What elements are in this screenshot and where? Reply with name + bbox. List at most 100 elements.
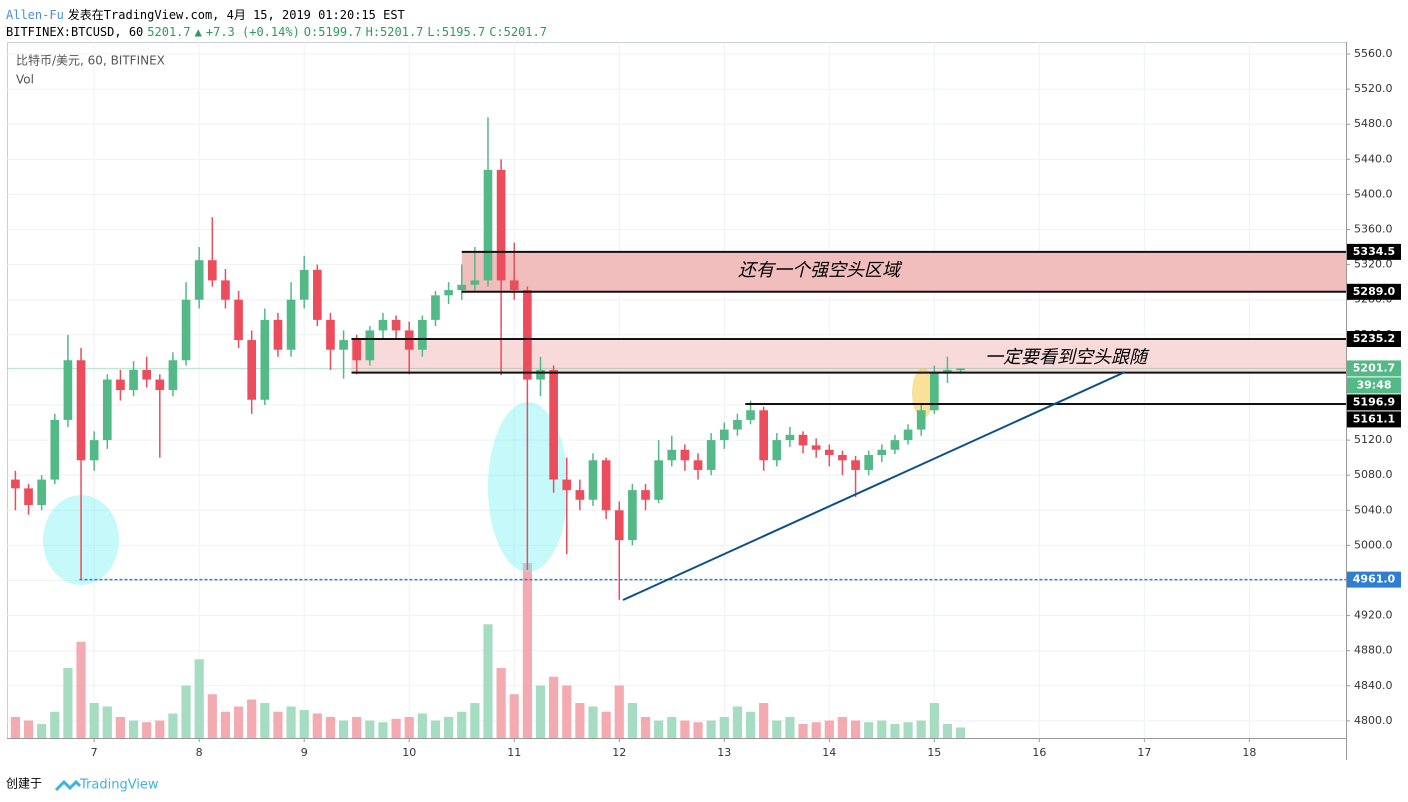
candle-body [614, 510, 624, 541]
volume-bar [562, 685, 572, 738]
volume-bar [378, 722, 388, 738]
level-label-box [1347, 243, 1401, 260]
zone [461, 251, 1347, 292]
candle-body [916, 410, 926, 430]
level-label-box [1347, 394, 1401, 411]
level-label-box [1347, 331, 1401, 348]
volume-bar [772, 720, 782, 738]
level-label-box [1347, 283, 1401, 300]
header-line-1: Allen-Fu 发表在TradingView.com, 4月 15, 2019 … [6, 6, 409, 23]
y-tick-label: 5080.0 [1354, 468, 1393, 481]
symbol: BITFINEX:BTCUSD, 60 [6, 25, 144, 39]
y-tick-label: 5120.0 [1354, 433, 1393, 446]
volume-bar [273, 711, 283, 738]
volume-bar [785, 717, 795, 738]
volume-bar [903, 722, 913, 738]
y-tick-label: 4800.0 [1354, 714, 1393, 727]
candle-body [221, 280, 230, 300]
candle-body [247, 340, 257, 400]
volume-bar [365, 720, 375, 738]
candle-body [102, 379, 112, 441]
x-tick-label: 9 [301, 746, 308, 759]
volume-bar [680, 720, 690, 738]
candle-body [181, 299, 191, 361]
candle-body [943, 369, 952, 373]
volume-bar [247, 699, 257, 738]
candle-body [746, 410, 755, 420]
candle-body [168, 360, 178, 391]
volume-bar [338, 720, 349, 738]
volume-bar [37, 724, 47, 738]
candle-body [680, 449, 690, 461]
volume-bar [811, 722, 821, 738]
volume-bar [640, 717, 651, 738]
candle-body [509, 280, 519, 291]
volume-bar [430, 720, 441, 738]
volume-bar [496, 668, 506, 738]
support-label: 4961.0 [1353, 573, 1396, 586]
open: O:5199.7 [303, 25, 362, 39]
x-tick-label: 7 [91, 746, 98, 759]
level-label: 5334.5 [1353, 245, 1395, 258]
y-tick-label: 4840.0 [1354, 679, 1393, 692]
x-tick-label: 11 [507, 746, 521, 759]
x-tick-label: 13 [717, 746, 731, 759]
volume-bar [352, 717, 362, 738]
candle-body [50, 419, 60, 480]
volume-legend: Vol [16, 73, 34, 87]
candle-body [667, 449, 677, 461]
volume-bar [404, 717, 414, 738]
candle-body [76, 360, 86, 461]
candle-body [286, 299, 296, 350]
candle-body [273, 319, 283, 350]
volume-bar [667, 717, 677, 738]
low: L:5195.7 [427, 25, 486, 39]
author[interactable]: Allen-Fu [6, 8, 64, 22]
level-label: 5196.9 [1353, 395, 1395, 408]
candle-body [155, 379, 165, 391]
candle-body [588, 460, 598, 500]
candle-body [37, 479, 46, 506]
volume-bar [181, 685, 191, 738]
plot-frame [7, 42, 1347, 739]
candle-body [24, 488, 33, 506]
candle-body [838, 455, 847, 461]
volume-bar [207, 694, 217, 738]
candle-body [562, 479, 572, 491]
level-label: 5161.1 [1353, 412, 1395, 425]
candle-body [365, 330, 375, 361]
volume-bar [522, 563, 532, 738]
footer-brand[interactable]: TradingView [79, 778, 159, 793]
level-label-box [1347, 411, 1401, 428]
candle-body [116, 379, 125, 391]
volume-bar [325, 717, 336, 738]
candle-body [431, 295, 440, 320]
x-tick-label: 14 [822, 746, 836, 759]
close: C:5201.7 [489, 25, 547, 39]
volume-bar [233, 706, 244, 738]
candle-body [851, 460, 860, 470]
candle-body [864, 455, 874, 470]
candle-body [654, 460, 663, 500]
y-tick-label: 5480.0 [1354, 117, 1393, 130]
volume-bar [128, 720, 139, 738]
annotation: 一定要看到空头跟随 [985, 347, 1150, 368]
candle-body [378, 319, 388, 331]
volume-bar [549, 676, 559, 738]
volume-bar [929, 703, 939, 738]
up-arrow: ▲ [194, 25, 202, 39]
candle-body [523, 290, 532, 380]
volume-bar [76, 641, 86, 738]
candle-body [798, 434, 808, 446]
candle-body [418, 319, 427, 350]
candle-body [601, 460, 611, 511]
candle-body [890, 440, 900, 450]
volume-bar [706, 720, 716, 738]
trend-line [622, 371, 1126, 601]
x-tick-label: 17 [1137, 746, 1151, 759]
y-tick-label: 5440.0 [1354, 152, 1393, 165]
annotation: 还有一个强空头区域 [738, 260, 903, 281]
volume-bar [50, 711, 60, 738]
